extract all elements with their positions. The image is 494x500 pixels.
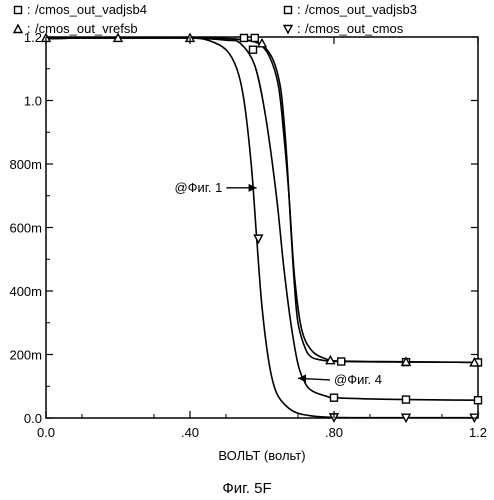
series-line-0 [46,38,478,400]
legend-separator: : [297,21,301,36]
legend-marker [285,7,292,14]
data-point-marker [254,235,262,243]
data-point-marker [250,46,257,53]
legend-separator: : [297,2,301,17]
annotation-label: @Фиг. 4 [334,372,382,387]
legend-label: /cmos_out_vrefsb [35,21,138,36]
y-tick-label: 800m [9,157,42,172]
y-tick-label: 400m [9,284,42,299]
tick-layer: 0.0 .40 .80 1.2 0.0 200m 400m 600m 800m 1.0 1.2 [9,30,487,440]
legend-separator: : [27,2,31,17]
data-point-marker [338,358,345,365]
x-tick-label: .40 [181,425,199,440]
y-tick-label: 1.0 [24,94,42,109]
x-tick-label: .80 [325,425,343,440]
y-tick-label: 600m [9,221,42,236]
legend-marker [15,7,22,14]
data-point-marker [241,34,248,41]
data-point-marker [331,394,338,401]
legend-marker [284,26,292,34]
figure-caption: Фиг. 5F [222,480,271,497]
y-tick-label: 1.2 [24,30,42,45]
data-point-marker [251,34,258,41]
legend-label: /cmos_out_vadjsb3 [305,2,417,17]
series-layer [46,38,478,418]
annotation-label: @Фиг. 1 [174,180,222,195]
legend: : /cmos_out_vadjsb4: /cmos_out_vadjsb3: /cm… [14,2,417,36]
data-point-marker [475,397,482,404]
legend-marker [14,25,22,33]
plot-area: 0.0 .40 .80 1.2 0.0 200m 400m 600m 800m 1.0 1.2 [9,30,487,440]
legend-label: /cmos_out_vadjsb4 [35,2,147,17]
y-tick-label: 200m [9,348,42,363]
y-tick-label: 0.0 [24,411,42,426]
x-tick-label: 1.2 [469,425,487,440]
x-axis-title: ВОЛЬТ (вольт) [218,448,305,463]
data-point-marker [403,396,410,403]
x-tick-label: 0.0 [37,425,55,440]
legend-label: /cmos_out_cmos [305,21,404,36]
